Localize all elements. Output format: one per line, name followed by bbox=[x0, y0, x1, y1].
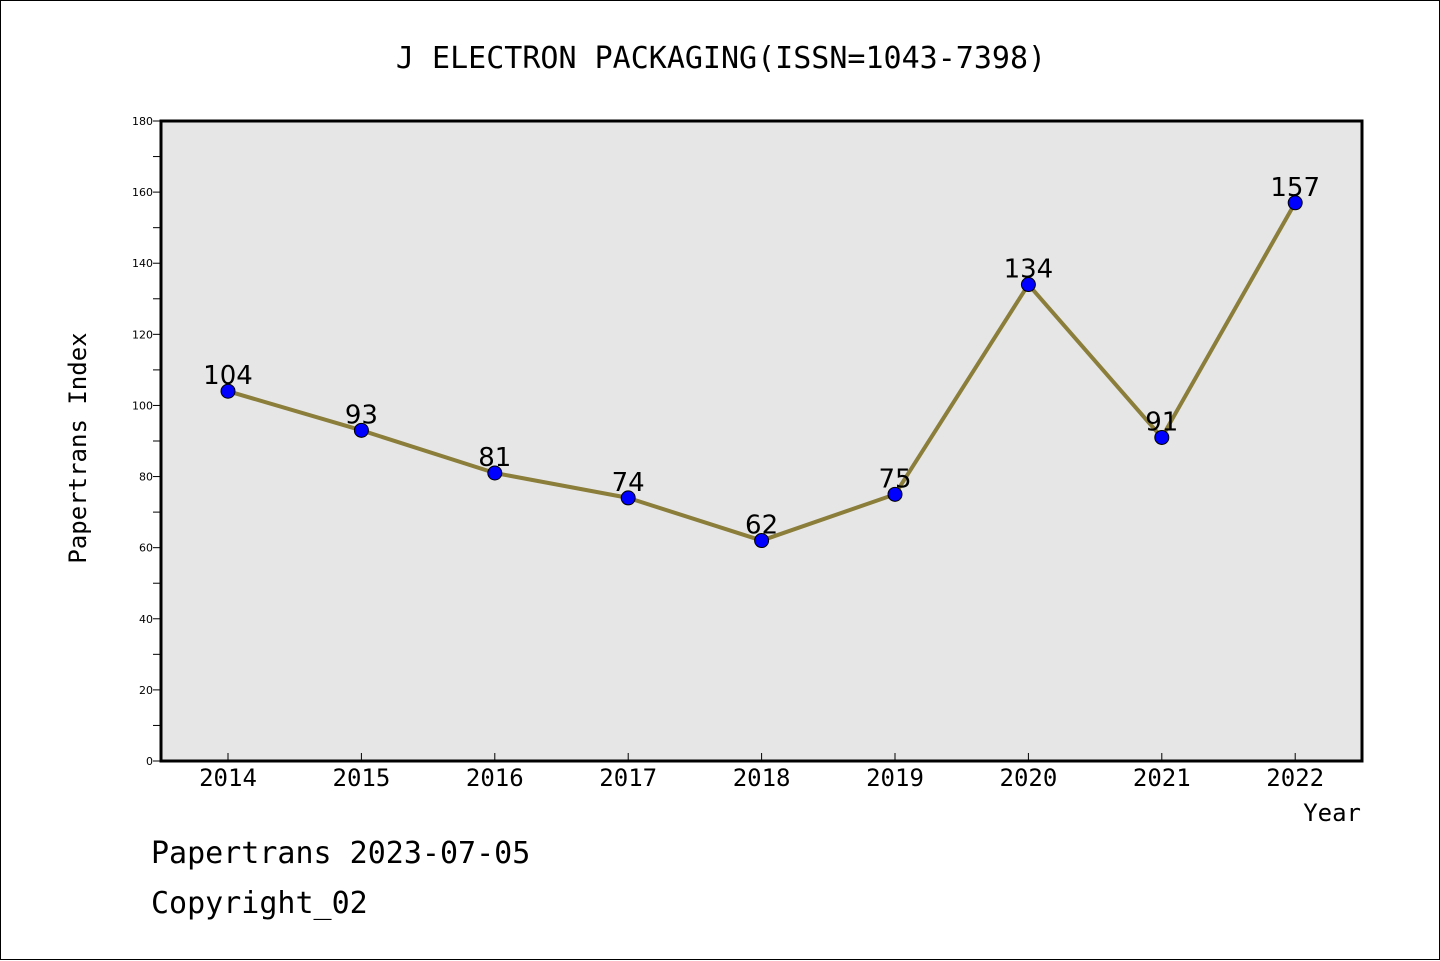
data-point-marker bbox=[620, 490, 636, 506]
x-tick-label: 2015 bbox=[333, 764, 391, 792]
data-point-marker bbox=[487, 465, 503, 481]
y-tick-label: 100 bbox=[132, 399, 153, 412]
data-point-marker bbox=[1287, 195, 1303, 211]
data-point-label: 93 bbox=[345, 400, 378, 430]
data-point-marker bbox=[1020, 277, 1036, 293]
x-tick-label: 2014 bbox=[199, 764, 257, 792]
data-point-label: 74 bbox=[612, 468, 645, 498]
data-point-marker bbox=[887, 486, 903, 502]
data-point-label: 157 bbox=[1270, 173, 1320, 203]
footer-copyright: Copyright_02 bbox=[151, 886, 368, 921]
chart-title: J ELECTRON PACKAGING(ISSN=1043-7398) bbox=[396, 41, 1046, 76]
y-tick-label: 0 bbox=[146, 755, 153, 768]
y-tick-label: 60 bbox=[139, 542, 153, 555]
plot-area bbox=[159, 119, 1364, 763]
y-tick-label: 120 bbox=[132, 328, 153, 341]
y-tick-label: 20 bbox=[139, 684, 153, 697]
x-tick-label: 2021 bbox=[1133, 764, 1191, 792]
x-tick-label: 2020 bbox=[1000, 764, 1058, 792]
data-point-marker bbox=[754, 533, 770, 549]
series-group: 104 93 81 74 62 75 134 91 157 bbox=[203, 173, 1320, 549]
y-tick-label: 40 bbox=[139, 613, 153, 626]
x-tick-label: 2022 bbox=[1266, 764, 1324, 792]
data-point-label: 62 bbox=[745, 511, 778, 541]
data-point-marker bbox=[353, 422, 369, 438]
y-tick-label: 180 bbox=[132, 115, 153, 128]
y-tick-label: 80 bbox=[139, 471, 153, 484]
x-tick-label: 2019 bbox=[866, 764, 924, 792]
footer-date: Papertrans 2023-07-05 bbox=[151, 836, 531, 871]
x-tick-label: 2016 bbox=[466, 764, 524, 792]
x-tick-label: 2017 bbox=[599, 764, 657, 792]
data-point-label: 81 bbox=[478, 443, 511, 473]
data-point-marker bbox=[220, 383, 236, 399]
y-tick-label: 140 bbox=[132, 257, 153, 270]
y-axis-ticks: 0 20 40 60 80 100 120 140 160 180 bbox=[132, 115, 161, 768]
y-tick-label: 160 bbox=[132, 186, 153, 199]
x-axis-label: Year bbox=[1303, 799, 1361, 827]
data-point-label: 134 bbox=[1004, 255, 1054, 285]
data-point-label: 91 bbox=[1145, 407, 1178, 437]
data-point-label: 104 bbox=[203, 361, 253, 391]
x-axis-ticks: 2014 2015 2016 2017 2018 2019 2020 2021 2022 bbox=[199, 753, 1324, 792]
y-axis-label: Papertrans Index bbox=[64, 332, 92, 563]
data-point-label: 75 bbox=[878, 464, 911, 494]
x-tick-label: 2018 bbox=[733, 764, 791, 792]
data-point-marker bbox=[1154, 429, 1170, 445]
